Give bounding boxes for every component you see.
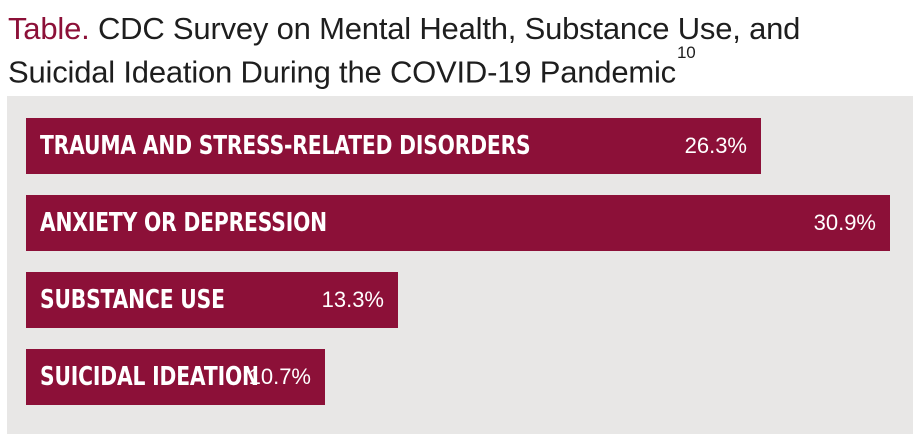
bar-4: SUICIDAL IDEATION 10.7% xyxy=(26,349,325,405)
bar-label: SUBSTANCE USE xyxy=(40,285,225,315)
bar-1: TRAUMA AND STRESS-RELATED DISORDERS 26.3% xyxy=(26,118,761,174)
chart-title: Table. CDC Survey on Mental Health, Subs… xyxy=(8,10,913,90)
title-label: Table. xyxy=(8,11,90,46)
bar-2: ANXIETY OR DEPRESSION 30.9% xyxy=(26,195,890,251)
bar-label: ANXIETY OR DEPRESSION xyxy=(40,208,328,238)
bar-value-label: 26.3% xyxy=(684,133,747,158)
bar-label: TRAUMA AND STRESS-RELATED DISORDERS xyxy=(40,131,531,161)
bar-label: SUICIDAL IDEATION xyxy=(40,362,259,392)
title-text: CDC Survey on Mental Health, Substance U… xyxy=(8,11,801,90)
chart-panel: TRAUMA AND STRESS-RELATED DISORDERS 26.3%… xyxy=(7,96,913,434)
bar-value-label: 30.9% xyxy=(813,210,876,235)
title-reference: 10 xyxy=(677,43,696,62)
bar-3: SUBSTANCE USE 13.3% xyxy=(26,272,398,328)
bar-value-label: 13.3% xyxy=(321,287,384,312)
bar-value-label: 10.7% xyxy=(248,364,311,389)
